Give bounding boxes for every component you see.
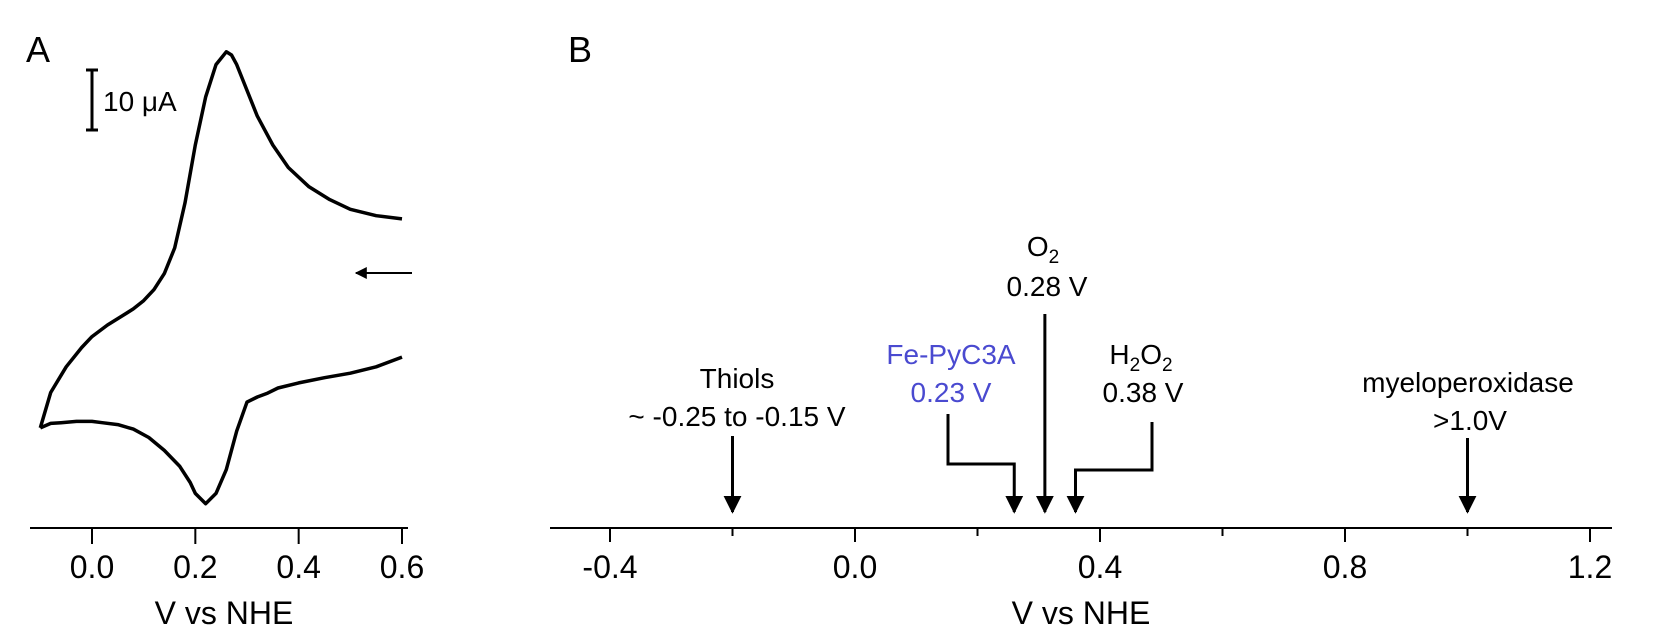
marker-thiols-name: Thiols [700,363,775,394]
panel-a-tick-label: 0.2 [173,549,217,585]
marker-thiols-value: ~ -0.25 to -0.15 V [628,401,845,432]
panel-a-cyclic-voltammogram: 0.0 0.2 0.4 0.6 V vs NHE 10 μA [30,50,424,631]
o2-subscript: 2 [1049,247,1060,268]
panel-b-x-axis-title: V vs NHE [1012,595,1151,631]
marker-o2-name: O2 [1027,231,1059,268]
marker-h2o2-value: 0.38 V [1103,377,1184,408]
h2o2-part: 2 [1130,355,1141,376]
panel-b-ticks [609,528,1591,542]
panel-b-tick-label: 0.4 [1078,549,1122,585]
marker-o2: O2 0.28 V [1007,231,1088,514]
panel-a-tick-labels: 0.0 0.2 0.4 0.6 [70,549,424,585]
h2o2-part: 2 [1162,355,1173,376]
panel-a-tick-label: 0.0 [70,549,114,585]
panel-label-a: A [26,29,50,70]
panel-a-ticks [91,528,403,544]
panel-b-potential-scale: -0.4 0.0 0.4 0.8 1.2 V vs NHE Thiols ~ -… [550,231,1612,631]
marker-myeloperoxidase-name: myeloperoxidase [1362,367,1574,398]
panel-b-tick-label: -0.4 [582,549,637,585]
marker-fe-pyc3a: Fe-PyC3A 0.23 V [886,339,1024,514]
h2o2-part: H [1109,339,1129,370]
panel-b-tick-label: 0.8 [1323,549,1367,585]
panel-b-tick-label: 1.2 [1568,549,1612,585]
panel-a-tick-label: 0.4 [276,549,320,585]
panel-a-tick-label: 0.6 [380,549,424,585]
marker-h2o2-name: H2O2 [1109,339,1172,376]
cv-reverse-scan-line [38,50,403,429]
marker-fe-pyc3a-name: Fe-PyC3A [886,339,1015,370]
marker-thiols: Thiols ~ -0.25 to -0.15 V [628,363,846,514]
marker-fe-pyc3a-value: 0.23 V [911,377,992,408]
scale-bar-label: 10 μA [103,86,177,117]
cv-forward-scan-line [39,355,403,506]
panel-a-x-axis-title: V vs NHE [155,595,294,631]
marker-o2-value: 0.28 V [1007,271,1088,302]
marker-fe-pyc3a-arrow [946,414,1024,514]
marker-myeloperoxidase-value: >1.0V [1433,405,1507,436]
o2-symbol: O [1027,231,1049,262]
panel-b-tick-labels: -0.4 0.0 0.4 0.8 1.2 [582,549,1612,585]
panel-b-tick-label: 0.0 [833,549,877,585]
marker-myeloperoxidase: myeloperoxidase >1.0V [1362,367,1574,514]
marker-h2o2-arrow [1066,422,1154,514]
scale-bar: 10 μA [86,68,177,132]
marker-h2o2: H2O2 0.38 V [1066,339,1184,514]
panel-label-b: B [568,29,592,70]
h2o2-part: O [1140,339,1162,370]
